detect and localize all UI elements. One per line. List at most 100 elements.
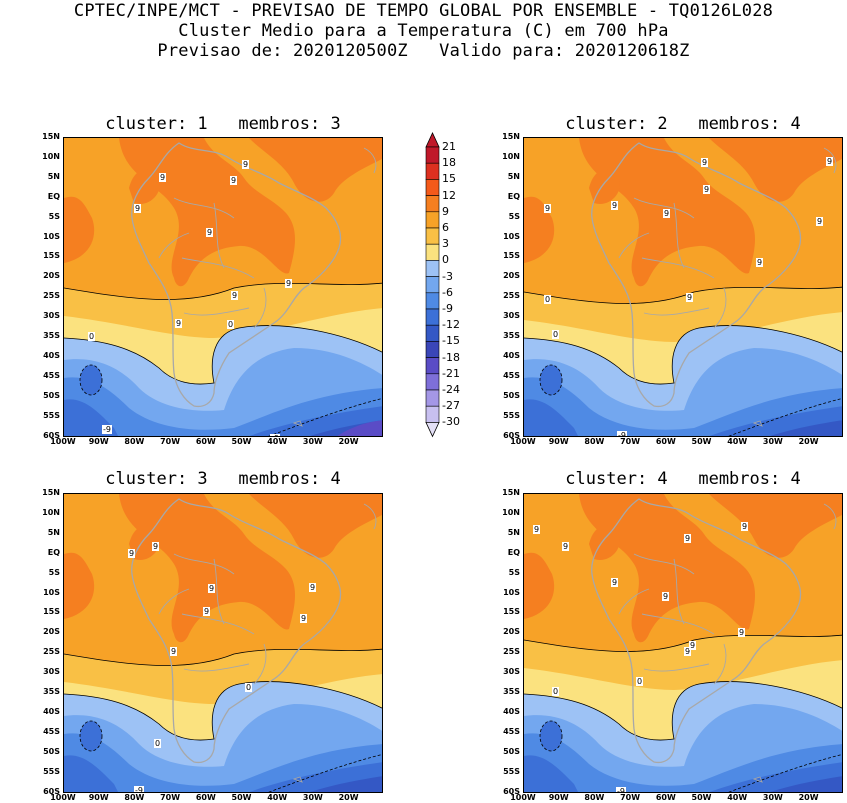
cluster-title: cluster: 4 membros: 4 [565, 469, 801, 489]
temp-band-12-west [64, 552, 95, 619]
lon-tick-label: 20W [798, 793, 819, 802]
south-america-outline [131, 498, 342, 764]
lat-tick-label: 10N [42, 151, 60, 161]
contour-label: 9 [285, 279, 293, 288]
country-border [183, 307, 250, 316]
contour-label: 9 [533, 525, 541, 534]
lat-tick-label: 5S [48, 567, 60, 577]
contour-label: 0 [552, 330, 560, 339]
temperature-map [64, 494, 382, 792]
temperature-map [524, 494, 842, 792]
south-america-outline [591, 142, 802, 408]
country-border [641, 613, 715, 635]
temperature-map [524, 138, 842, 436]
temp-band-minus-12 [64, 399, 382, 436]
country-border [213, 558, 225, 625]
lon-tick-label: 70W [160, 437, 181, 446]
map-panel-cluster-4: 9 9 9 9 9 9 9 9 9 0 0 -9 [523, 493, 843, 793]
colorbar-label: 9 [442, 204, 449, 218]
temp-band-minus-12 [524, 399, 842, 436]
lat-tick-label: 45S [43, 726, 60, 736]
lon-tick-label: 20W [798, 437, 819, 446]
colorbar-swatch [425, 243, 440, 261]
temp-band-minus-15 [310, 776, 382, 792]
contour-label: 9 [134, 204, 142, 213]
contour-9 [64, 282, 382, 300]
lat-tick-label: 25S [43, 291, 60, 301]
colorbar-swatch [425, 260, 440, 277]
lat-tick-label: 10N [502, 151, 520, 161]
country-border [713, 287, 727, 329]
lon-tick-label: 40W [727, 793, 748, 802]
contour-label: 9 [703, 185, 711, 194]
colorbar-label: -24 [442, 383, 460, 396]
contour-9 [524, 634, 842, 652]
cold-low-contour [79, 720, 103, 752]
lat-tick-label: 20S [43, 627, 60, 637]
contour-label: -9 [616, 787, 626, 792]
contour-zero [64, 681, 382, 741]
temp-band-12-west [64, 196, 95, 263]
temp-band-minus-12 [64, 755, 382, 792]
colorbar-label: -27 [442, 399, 460, 413]
country-border [673, 558, 685, 625]
lat-tick-label: 40S [503, 350, 520, 360]
contour-9 [64, 648, 382, 666]
contour-zero [64, 325, 382, 385]
country-border [673, 202, 685, 269]
contour-label: 9 [300, 614, 308, 623]
lat-tick-label: 10N [42, 507, 60, 517]
country-border [181, 257, 255, 279]
contour-label: 9 [544, 204, 552, 213]
colorbar-label: 18 [442, 156, 456, 170]
lat-tick-label: EQ [47, 547, 60, 557]
country-border [183, 663, 250, 672]
lat-tick-label: 15N [42, 488, 60, 497]
contour-label: 9 [689, 641, 697, 650]
lat-tick-label: 35S [503, 687, 520, 696]
colorbar-swatch [425, 357, 440, 375]
lon-tick-label: 60W [655, 437, 676, 446]
temp-band-12-north [709, 494, 842, 558]
country-border [253, 643, 267, 685]
cold-low-contour [539, 720, 563, 752]
contour-label: -9 [134, 786, 144, 793]
lat-tick-label: 5N [47, 171, 60, 181]
lat-tick-label: 55S [43, 766, 60, 776]
contour-label: 9 [152, 542, 160, 551]
lon-tick-label: 100W [50, 437, 76, 446]
lon-tick-label: 90W [548, 793, 569, 802]
lat-tick-label: 30S [503, 311, 520, 321]
lat-tick-label: 35S [43, 687, 60, 696]
lat-tick-label: 55S [43, 410, 60, 420]
lat-tick-label: 15S [503, 251, 520, 261]
temp-band-12-continent [579, 494, 755, 643]
header-line-3: Previsao de: 2020120500Z Valido para: 20… [157, 41, 690, 61]
lat-tick-label: 30S [43, 667, 60, 677]
temp-band-minus-18 [337, 420, 382, 436]
contour-label: 0 [636, 677, 644, 686]
colorbar-label: 0 [442, 253, 449, 267]
lat-tick-label: 50S [503, 390, 520, 400]
lat-tick-label: 30S [43, 311, 60, 321]
contour-label: 9 [701, 158, 709, 167]
country-border [253, 287, 267, 329]
contour-label: 0 [88, 332, 96, 341]
colorbar-swatch [425, 179, 440, 196]
contour-zero [524, 325, 842, 385]
lat-tick-label: 50S [503, 746, 520, 756]
lat-tick-label: EQ [507, 191, 520, 201]
contour-label: 9 [738, 628, 746, 637]
country-border [618, 232, 650, 259]
country-border [633, 197, 695, 219]
contour-label: 9 [128, 549, 136, 558]
contour-label: 9 [741, 522, 749, 531]
lon-tick-label: 60W [195, 793, 216, 802]
temp-band-12-continent [119, 494, 295, 643]
contour-label: 9 [816, 217, 824, 226]
lat-tick-label: 40S [43, 706, 60, 716]
contour-label: 0 [544, 295, 552, 304]
contour-minus-9 [268, 398, 382, 436]
lat-tick-label: 60S [503, 430, 520, 440]
